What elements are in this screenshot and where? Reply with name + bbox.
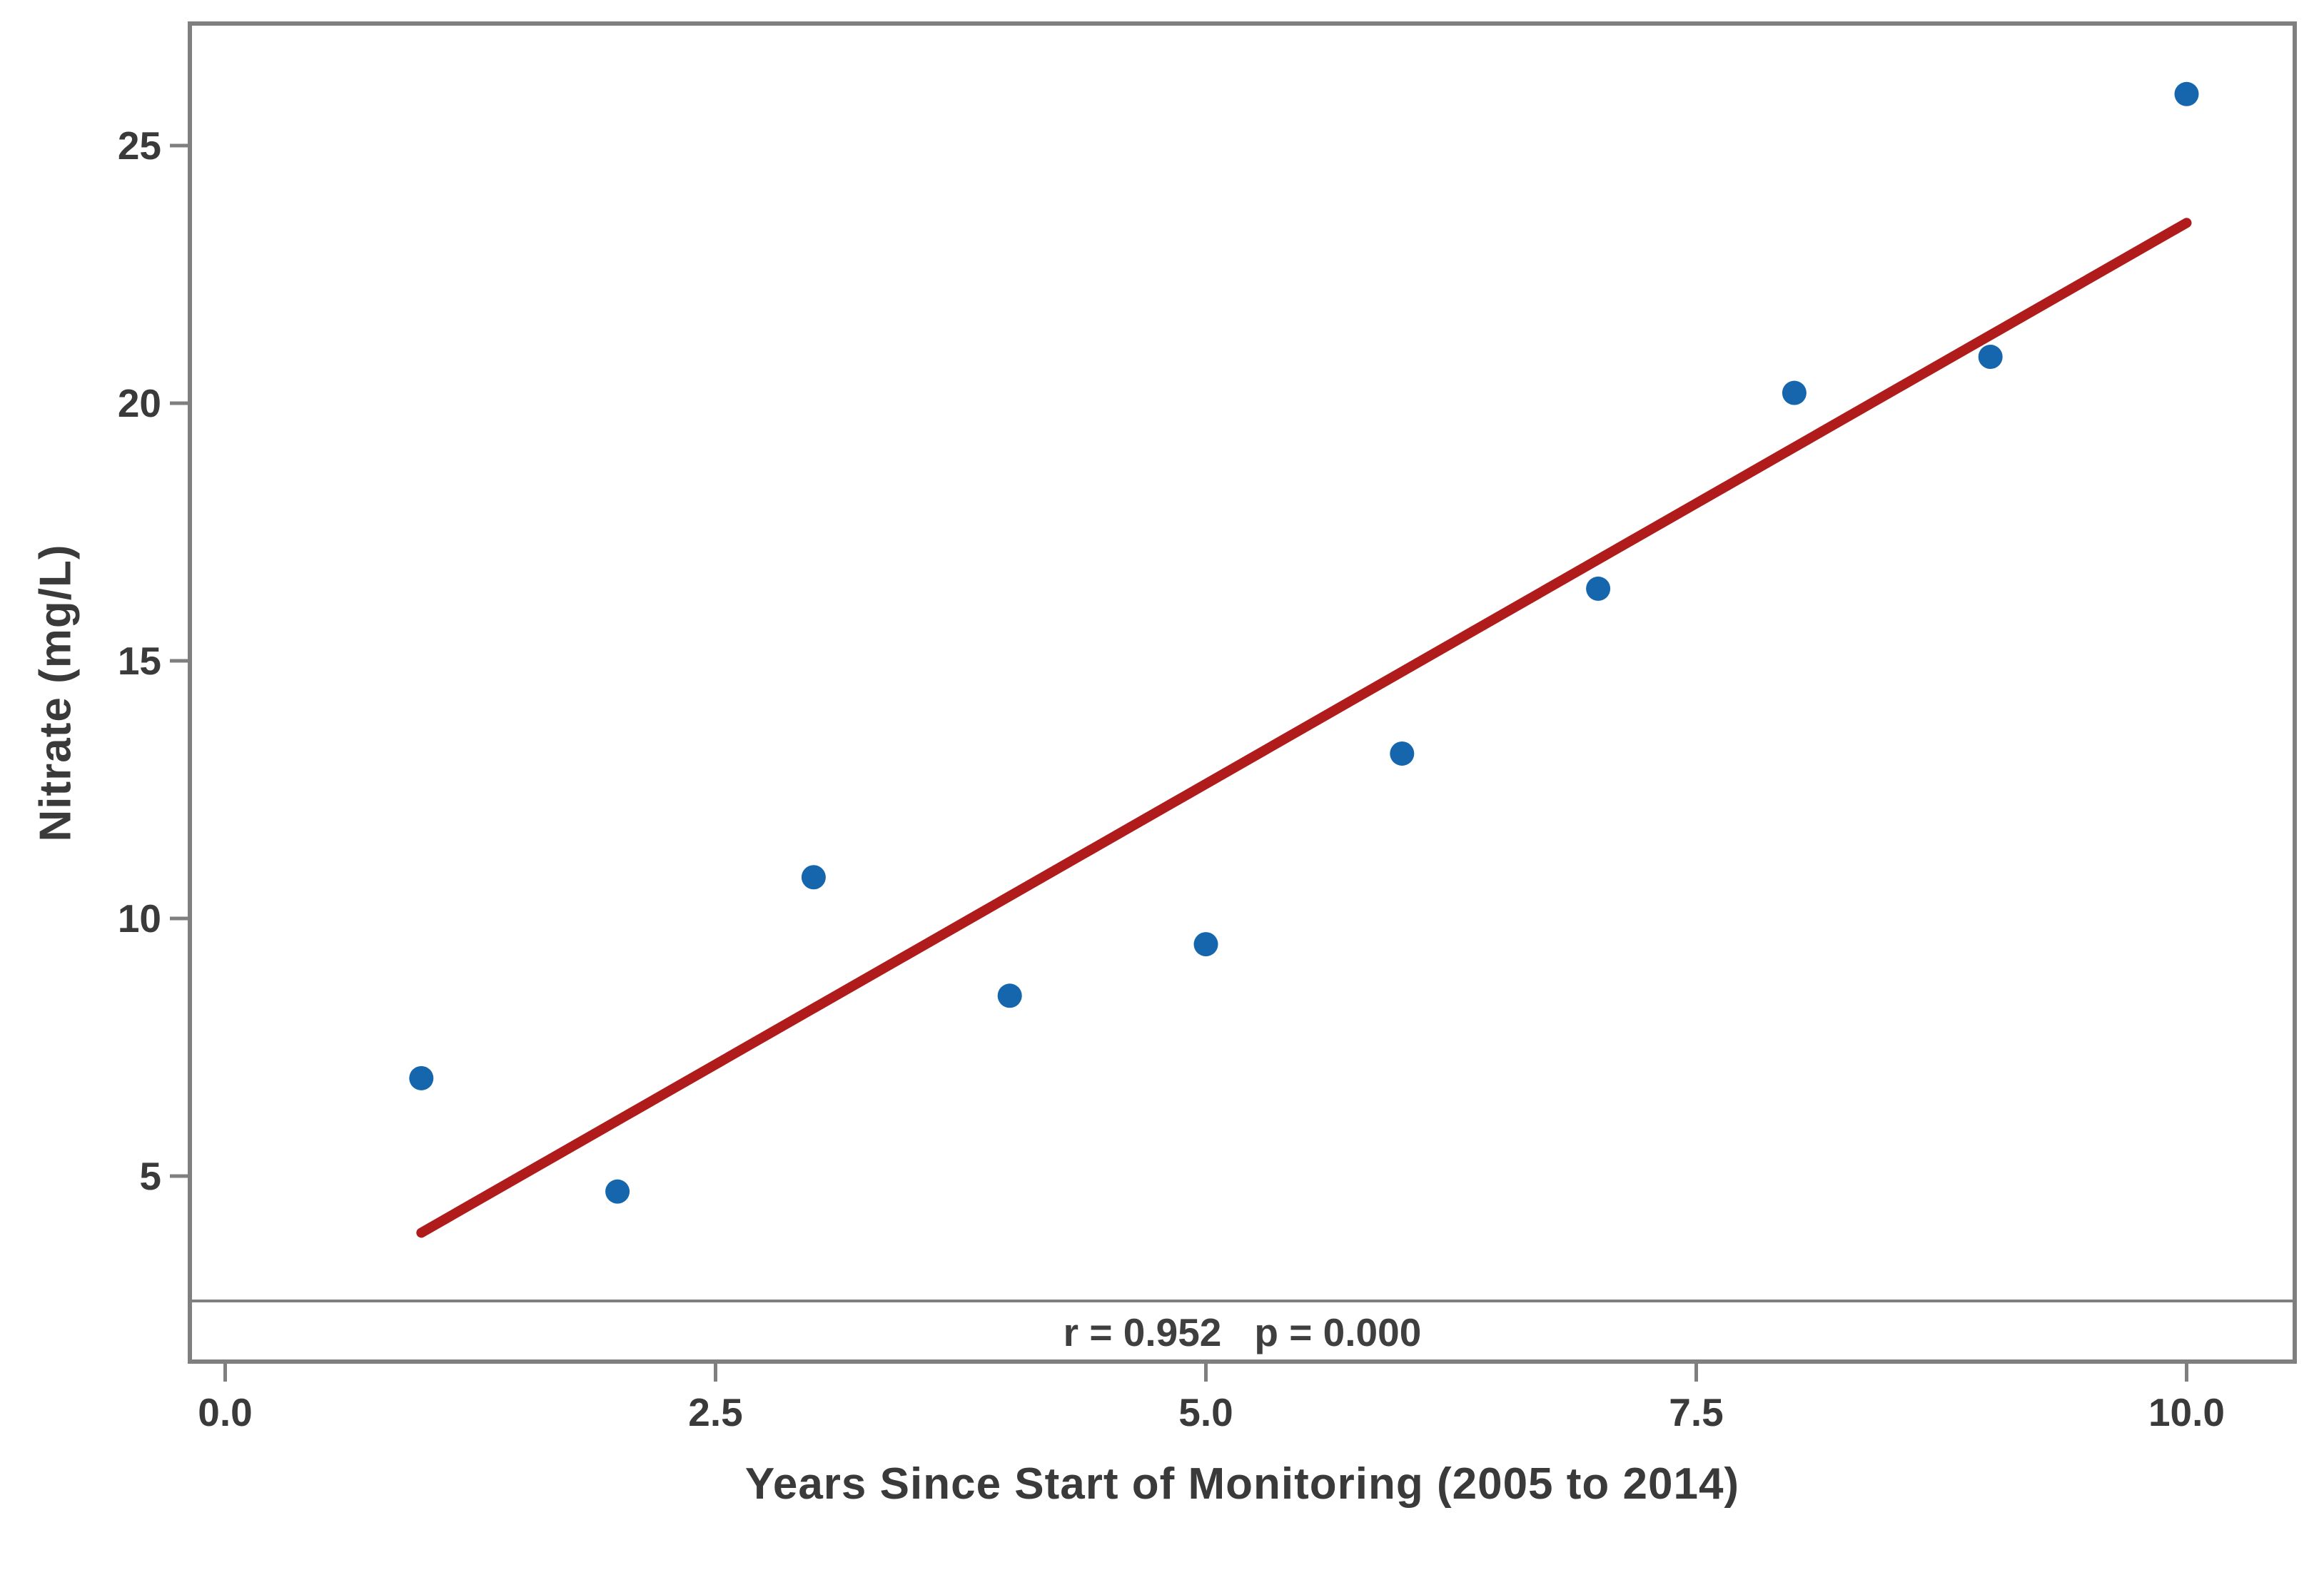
x-tick-label: 0.0: [198, 1390, 252, 1434]
y-tick-label: 20: [118, 381, 161, 425]
stats-footer: r = 0.952 p = 0.000: [190, 1303, 2295, 1362]
data-point: [409, 1065, 434, 1090]
y-axis-title: Nitrate (mg/L): [31, 544, 81, 842]
y-tick-label: 25: [118, 123, 161, 168]
data-point: [1586, 576, 1611, 601]
data-point: [1782, 380, 1807, 405]
y-tick-label: 10: [118, 896, 161, 941]
x-tick-label: 10.0: [2148, 1390, 2225, 1434]
data-point: [1390, 741, 1415, 766]
correlation-r-value: r = 0.952: [1063, 1310, 1222, 1354]
x-tick-label: 7.5: [1669, 1390, 1723, 1434]
data-point: [801, 865, 826, 890]
regression-line: [416, 218, 2192, 1238]
p-value: p = 0.000: [1254, 1310, 1422, 1354]
data-point: [997, 983, 1022, 1008]
data-point: [1193, 932, 1218, 957]
data-point: [605, 1179, 630, 1204]
data-point: [1978, 345, 2003, 370]
x-tick-label: 2.5: [688, 1390, 742, 1434]
x-axis-title: Years Since Start of Monitoring (2005 to…: [744, 1459, 1740, 1509]
x-tick-label: 5.0: [1178, 1390, 1233, 1434]
y-tick-label: 5: [139, 1154, 161, 1198]
plot-frame: [188, 21, 2297, 1364]
y-tick-label: 15: [118, 639, 161, 683]
data-point: [2174, 81, 2199, 106]
